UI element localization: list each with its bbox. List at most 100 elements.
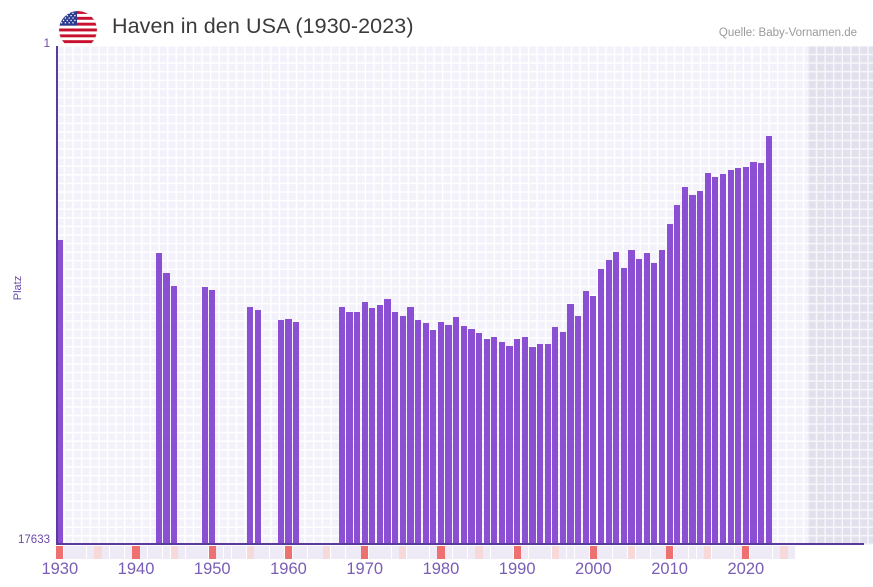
bar[interactable]: [605, 259, 612, 543]
bar[interactable]: [361, 302, 368, 543]
bar[interactable]: [163, 272, 170, 543]
bar[interactable]: [384, 298, 391, 543]
x-tick-marker: [582, 546, 590, 559]
bar[interactable]: [536, 344, 544, 543]
bar[interactable]: [277, 319, 284, 543]
x-tick-marker: [56, 546, 64, 559]
x-tick-marker: [201, 546, 209, 559]
bar[interactable]: [491, 337, 498, 543]
x-tick-marker: [727, 546, 735, 559]
bar[interactable]: [597, 268, 605, 543]
x-tick-marker: [589, 546, 597, 559]
bar[interactable]: [338, 306, 345, 543]
x-tick-marker: [521, 546, 529, 559]
x-tick-marker: [757, 546, 765, 559]
bar[interactable]: [498, 342, 505, 543]
bar[interactable]: [514, 338, 521, 543]
x-axis-line: [56, 543, 864, 545]
bar[interactable]: [506, 345, 513, 543]
bar[interactable]: [475, 332, 483, 543]
bar[interactable]: [712, 177, 719, 543]
bar[interactable]: [468, 328, 475, 543]
x-tick-marker: [391, 546, 399, 559]
bar[interactable]: [346, 312, 353, 543]
bar[interactable]: [376, 305, 384, 543]
bar[interactable]: [293, 321, 300, 543]
bar[interactable]: [407, 307, 414, 543]
plot-area: [56, 46, 873, 545]
bar[interactable]: [613, 252, 620, 543]
bar[interactable]: [719, 173, 727, 543]
bar[interactable]: [735, 168, 742, 543]
x-tick-marker: [361, 546, 369, 559]
bar[interactable]: [171, 285, 178, 543]
bar[interactable]: [201, 286, 208, 543]
bar[interactable]: [765, 135, 772, 543]
bar[interactable]: [430, 330, 437, 543]
bar[interactable]: [636, 258, 643, 543]
bar[interactable]: [704, 172, 711, 543]
bar[interactable]: [590, 295, 597, 543]
bar[interactable]: [697, 190, 704, 543]
x-tick-marker: [566, 546, 575, 559]
bar[interactable]: [651, 262, 658, 543]
y-axis-line: [56, 46, 58, 545]
x-tick-marker: [597, 546, 605, 559]
bar[interactable]: [575, 315, 582, 543]
x-axis-labels: 1930 1940 1950 1960 1970 1980 1990 2000 2010 2020: [41, 560, 864, 586]
bar[interactable]: [681, 187, 688, 543]
bar[interactable]: [529, 347, 536, 543]
bar[interactable]: [209, 289, 216, 543]
page-title: Haven in den USA (1930-2023): [112, 14, 414, 38]
x-tick-marker: [155, 546, 163, 559]
x-tick-marker: [643, 546, 651, 559]
bar[interactable]: [559, 332, 566, 543]
bar[interactable]: [643, 252, 650, 543]
bar[interactable]: [56, 239, 63, 543]
bar[interactable]: [727, 170, 734, 543]
bar[interactable]: [628, 250, 635, 543]
chart-header: Haven in den USA (1930-2023) Quelle: Bab…: [0, 0, 873, 49]
x-axis-tick-label: 2020: [727, 560, 765, 578]
bar[interactable]: [285, 319, 292, 543]
bar[interactable]: [247, 306, 254, 543]
bar[interactable]: [369, 307, 376, 543]
bar[interactable]: [567, 303, 574, 543]
x-tick-marker: [696, 546, 704, 559]
bar[interactable]: [521, 336, 528, 543]
bar[interactable]: [399, 316, 406, 543]
bar[interactable]: [689, 194, 696, 543]
bar[interactable]: [666, 224, 673, 543]
bar[interactable]: [674, 205, 681, 543]
x-axis-tick-label: 1960: [270, 560, 307, 578]
x-tick-marker: [711, 546, 719, 559]
bar[interactable]: [742, 166, 749, 543]
bar[interactable]: [392, 311, 399, 543]
bar[interactable]: [757, 163, 765, 543]
x-tick-marker: [353, 546, 361, 559]
bar[interactable]: [422, 323, 429, 543]
x-tick-marker: [376, 546, 384, 559]
bar[interactable]: [620, 268, 627, 543]
x-tick-marker: [185, 546, 193, 559]
bar[interactable]: [544, 343, 551, 543]
bar[interactable]: [750, 161, 757, 543]
x-tick-marker: [231, 546, 239, 559]
x-tick-marker: [787, 546, 796, 559]
x-tick-marker: [551, 546, 559, 559]
x-tick-marker: [86, 546, 94, 559]
bar[interactable]: [353, 311, 361, 543]
bar[interactable]: [437, 321, 445, 543]
x-tick-marker: [528, 546, 536, 559]
bar[interactable]: [552, 326, 559, 543]
bar[interactable]: [460, 325, 467, 543]
x-tick-marker: [254, 546, 262, 559]
bar[interactable]: [453, 316, 460, 543]
bar[interactable]: [155, 252, 162, 543]
bar[interactable]: [414, 320, 422, 543]
bar[interactable]: [483, 338, 490, 543]
bar[interactable]: [254, 310, 262, 543]
bar[interactable]: [658, 250, 666, 543]
bar[interactable]: [582, 291, 589, 543]
bar[interactable]: [445, 325, 452, 543]
